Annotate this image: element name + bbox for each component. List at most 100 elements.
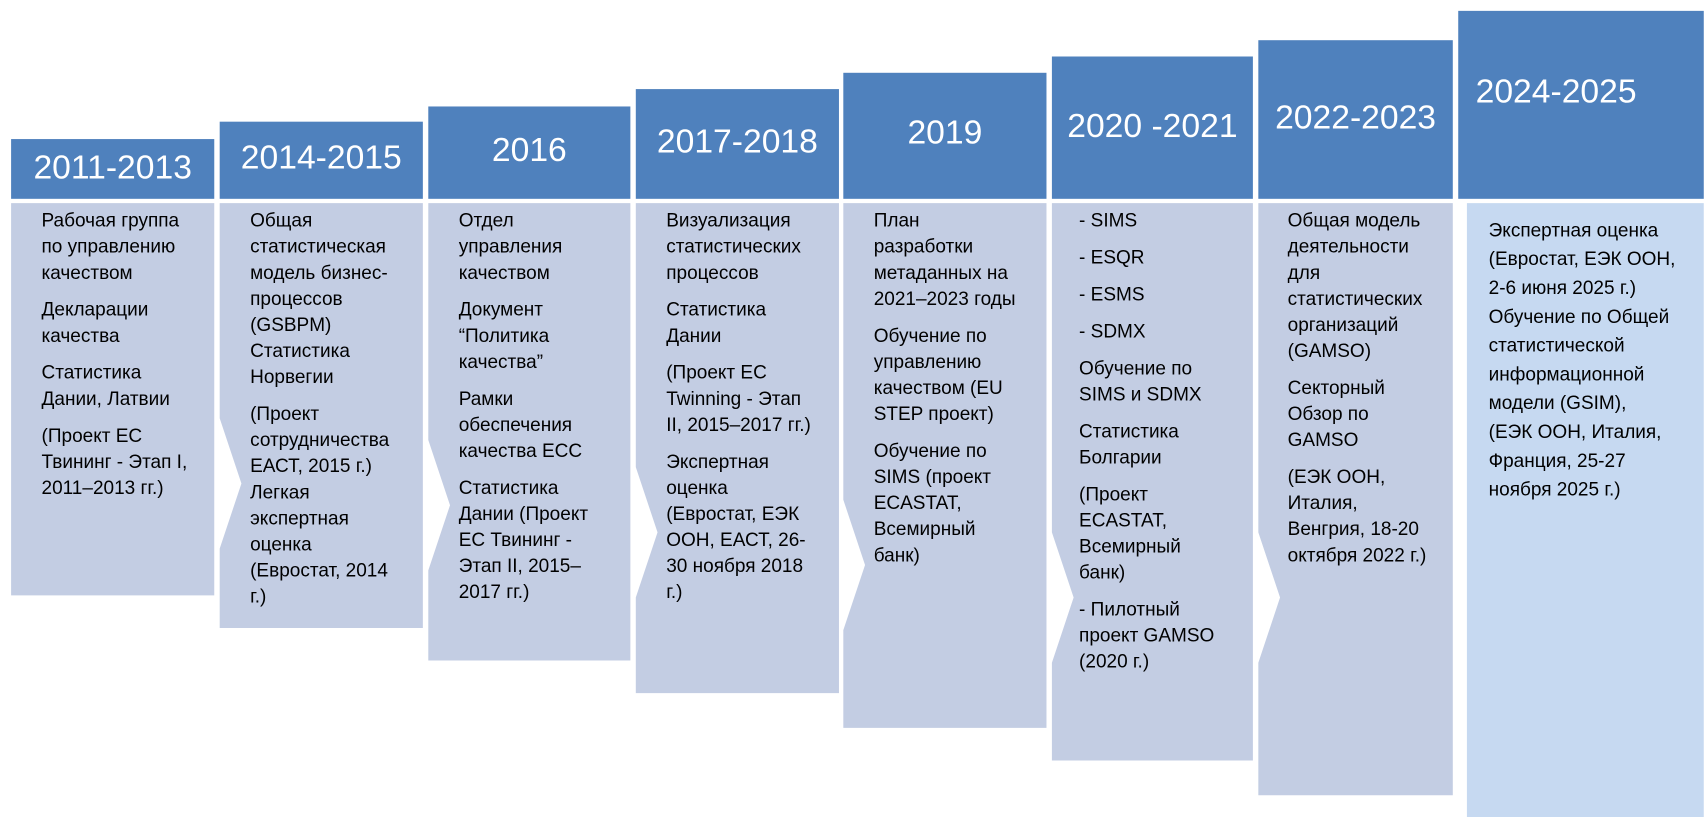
- description-line: сотрудничества: [250, 430, 390, 451]
- column-header: [11, 139, 215, 199]
- description-line: План: [874, 211, 920, 232]
- description-line: SIMS и SDMX: [1079, 384, 1202, 405]
- column-body: [635, 203, 839, 694]
- description-line: оценка: [666, 478, 728, 499]
- description-line: Визуализация: [666, 211, 790, 232]
- description-line: Этап II, 2015–: [459, 556, 582, 577]
- description-line: (ЕЭК ООН, Италия,: [1489, 422, 1662, 443]
- description-line: 30 ноября 2018: [666, 556, 803, 577]
- description-line: (Евростат, ЕЭК: [666, 504, 799, 525]
- description-line: STEP проект): [874, 404, 994, 425]
- description-line: Болгарии: [1079, 447, 1162, 468]
- description-line: по управлению: [42, 237, 176, 258]
- description-line: - ESMS: [1079, 285, 1144, 306]
- description-line: статистических: [1288, 289, 1423, 310]
- description-line: Декларации: [42, 300, 149, 321]
- description-line: Дании: [666, 326, 721, 347]
- description-line: (Проект ЕС: [666, 363, 767, 384]
- period-label: 2017-2018: [657, 123, 818, 160]
- description-line: (GAMSO): [1288, 341, 1371, 362]
- column-body: [11, 203, 215, 596]
- description-line: Дании, Латвии: [42, 389, 170, 410]
- column-header: [1458, 10, 1704, 199]
- description-line: статистическая: [250, 237, 386, 258]
- description-line: качества”: [459, 352, 543, 373]
- description-line: управлению: [874, 352, 982, 373]
- description-line: качеством: [459, 263, 550, 284]
- period-label: 2019: [907, 115, 982, 152]
- description-line: ЕС Твининг -: [459, 530, 572, 551]
- description-line: управления: [459, 237, 563, 258]
- description-line: ECASTAT,: [1079, 511, 1167, 532]
- description-line: ЕАСТ, 2015 г.): [250, 456, 372, 477]
- description-line: Статистика: [666, 300, 766, 321]
- description-line: Отдел: [459, 211, 514, 232]
- description-line: модель бизнес-: [250, 263, 388, 284]
- description-line: (Евростат, ЕЭК ООН,: [1489, 249, 1676, 270]
- description-line: Экспертная оценка: [1489, 220, 1659, 241]
- description-line: Статистика: [1079, 421, 1179, 442]
- description-line: 2011–2013 гг.): [42, 478, 164, 499]
- description-line: ECASTAT,: [874, 493, 962, 514]
- description-line: Франция, 25-27: [1489, 451, 1626, 472]
- description-line: оценка: [250, 534, 312, 555]
- description-line: разработки: [874, 237, 973, 258]
- description-line: Статистика: [459, 478, 559, 499]
- description-line: - SDMX: [1079, 321, 1146, 342]
- period-label: 2011-2013: [33, 149, 191, 186]
- period-label: 2020 -2021: [1067, 108, 1237, 145]
- column-body: [1051, 203, 1253, 761]
- description-line: деятельности: [1288, 237, 1409, 258]
- description-line: Всемирный: [1079, 537, 1181, 558]
- description-line: SIMS (проект: [874, 467, 992, 488]
- description-line: качеством (EU: [874, 378, 1003, 399]
- description-line: статистических: [666, 237, 801, 258]
- description-line: - Пилотный: [1079, 600, 1180, 621]
- period-label: 2014-2015: [241, 140, 402, 177]
- column-header: [1051, 56, 1253, 199]
- description-line: (ЕЭК ООН,: [1288, 467, 1386, 488]
- description-line: GAMSO: [1288, 430, 1359, 451]
- description-line: 2021–2023 годы: [874, 289, 1016, 310]
- column-header: [428, 106, 631, 199]
- description-line: информационной: [1489, 364, 1645, 385]
- description-line: Экспертная: [666, 452, 769, 473]
- description-line: метаданных на: [874, 263, 1009, 284]
- description-line: (2020 г.): [1079, 652, 1149, 673]
- description-line: Обучение по Общей: [1489, 307, 1670, 328]
- column-header: [635, 89, 839, 199]
- period-label: 2022-2023: [1275, 99, 1436, 136]
- description-line: Общая модель: [1288, 211, 1421, 232]
- description-line: (Евростат, 2014: [250, 560, 388, 581]
- description-line: (Проект: [250, 404, 319, 425]
- description-line: Рамки: [459, 389, 514, 410]
- column-body: [843, 203, 1047, 728]
- description-line: г.): [666, 582, 682, 603]
- description-line: 2-6 июня 2025 г.): [1489, 278, 1636, 299]
- description-line: II, 2015–2017 гг.): [666, 415, 811, 436]
- description-line: процессов: [666, 263, 759, 284]
- description-line: качества ЕСС: [459, 441, 582, 462]
- description-line: Норвегии: [250, 367, 333, 388]
- description-line: Всемирный: [874, 519, 976, 540]
- description-line: ООН, ЕАСТ, 26-: [666, 530, 805, 551]
- period-label: 2024-2025: [1476, 73, 1637, 110]
- description-line: Статистика: [42, 363, 142, 384]
- description-line: процессов: [250, 289, 343, 310]
- column-header: [843, 72, 1047, 199]
- description-line: Легкая: [250, 482, 310, 503]
- column-header: [1258, 40, 1453, 199]
- description-line: - ESQR: [1079, 248, 1144, 269]
- column-body: [428, 203, 631, 661]
- description-line: Обзор по: [1288, 404, 1369, 425]
- description-line: Италия,: [1288, 493, 1358, 514]
- description-line: банк): [874, 545, 920, 566]
- description-line: Венгрия, 18-20: [1288, 519, 1419, 540]
- description-line: Обучение по: [1079, 358, 1192, 379]
- description-line: Статистика: [250, 341, 350, 362]
- column-body: [1466, 203, 1704, 817]
- description-line: для: [1288, 263, 1320, 284]
- description-line: Документ: [459, 300, 544, 321]
- description-line: обеспечения: [459, 415, 572, 436]
